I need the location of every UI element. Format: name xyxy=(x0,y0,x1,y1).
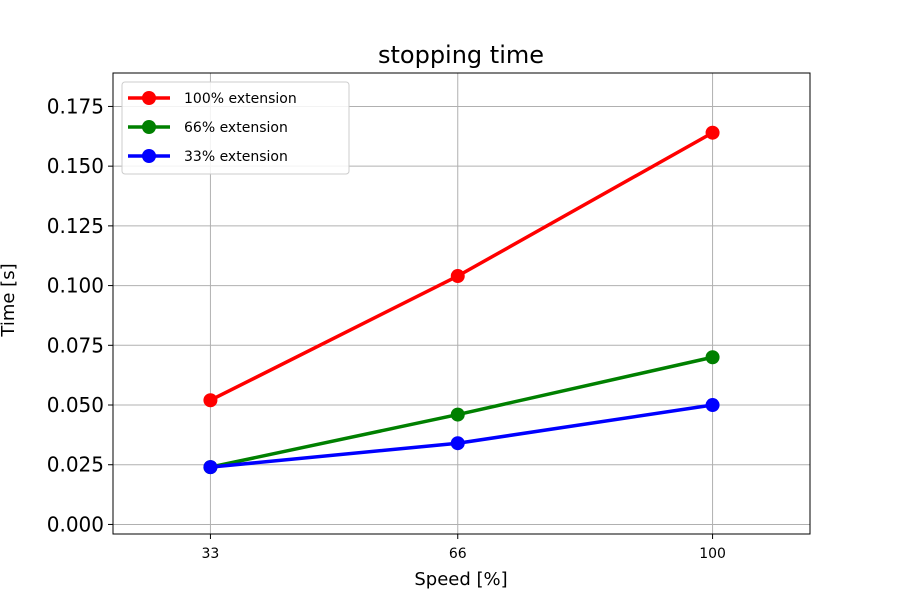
legend-marker xyxy=(142,91,156,105)
legend-label: 100% extension xyxy=(184,91,297,107)
y-tick-label: 0.100 xyxy=(47,274,104,298)
legend-frame xyxy=(121,81,350,175)
x-tick-label: 100 xyxy=(699,546,726,562)
legend-label: 33% extension xyxy=(184,149,288,165)
y-tick-label: 0.000 xyxy=(47,512,104,536)
data-series xyxy=(203,125,720,475)
data-point xyxy=(450,269,465,284)
x-tick-label: 66 xyxy=(449,546,467,562)
data-point xyxy=(705,125,720,140)
x-tick-label: 33 xyxy=(202,546,220,562)
axis-ticks: 0.000 0.025 0.050 0.075 0.100 0.125 0.150 0.175… xyxy=(47,94,726,562)
y-tick-label: 0.125 xyxy=(47,214,104,238)
data-point xyxy=(705,350,720,365)
data-point xyxy=(705,398,720,413)
plot-frame xyxy=(112,72,811,535)
x-axis-label: Speed [%] xyxy=(414,569,507,590)
data-point xyxy=(203,393,218,408)
y-axis-label: Time [s] xyxy=(0,263,19,337)
legend: 100% extension 66% extension 33% extension xyxy=(121,81,350,175)
y-tick-label: 0.175 xyxy=(47,94,104,118)
y-tick-label: 0.050 xyxy=(47,393,104,417)
y-tick-label: 0.025 xyxy=(47,453,104,477)
data-point xyxy=(450,407,465,422)
legend-label: 66% extension xyxy=(184,120,288,136)
data-point xyxy=(203,460,218,475)
y-tick-label: 0.075 xyxy=(47,333,104,357)
data-point xyxy=(450,436,465,451)
chart-title: stopping time xyxy=(378,41,544,69)
y-tick-label: 0.150 xyxy=(47,154,104,178)
legend-marker xyxy=(142,149,156,163)
legend-marker xyxy=(142,120,156,134)
